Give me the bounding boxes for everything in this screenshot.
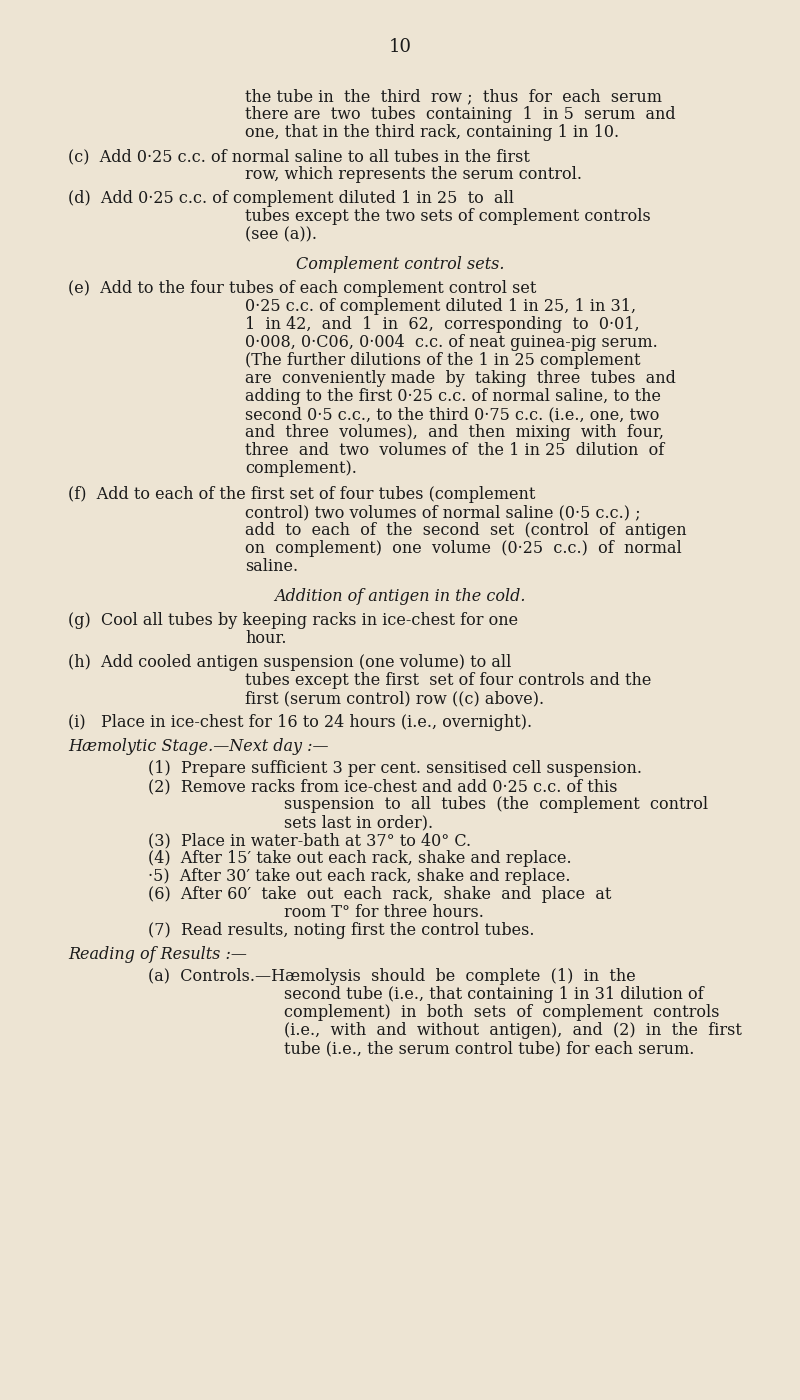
Text: adding to the first 0·25 c.c. of normal saline, to the: adding to the first 0·25 c.c. of normal …	[245, 388, 661, 405]
Text: (4)  After 15′ take out each rack, shake and replace.: (4) After 15′ take out each rack, shake …	[148, 850, 572, 867]
Text: (3)  Place in water-bath at 37° to 40° C.: (3) Place in water-bath at 37° to 40° C.	[148, 832, 471, 848]
Text: (see (a)).: (see (a)).	[245, 225, 317, 244]
Text: (i.e.,  with  and  without  antigen),  and  (2)  in  the  first: (i.e., with and without antigen), and (2…	[284, 1022, 742, 1039]
Text: (h)  Add cooled antigen suspension (one volume) to all: (h) Add cooled antigen suspension (one v…	[68, 654, 511, 671]
Text: 1  in 42,  and  1  in  62,  corresponding  to  0·01,: 1 in 42, and 1 in 62, corresponding to 0…	[245, 316, 640, 333]
Text: hour.: hour.	[245, 630, 286, 647]
Text: (f)  Add to each of the first set of four tubes (complement: (f) Add to each of the first set of four…	[68, 486, 535, 503]
Text: (a)  Controls.—Hæmolysis  should  be  complete  (1)  in  the: (a) Controls.—Hæmolysis should be comple…	[148, 967, 636, 986]
Text: are  conveniently made  by  taking  three  tubes  and: are conveniently made by taking three tu…	[245, 370, 676, 386]
Text: 10: 10	[389, 38, 411, 56]
Text: (The further dilutions of the 1 in 25 complement: (The further dilutions of the 1 in 25 co…	[245, 351, 641, 370]
Text: 0·008, 0·C06, 0·004  c.c. of neat guinea-pig serum.: 0·008, 0·C06, 0·004 c.c. of neat guinea-…	[245, 335, 658, 351]
Text: second 0·5 c.c., to the third 0·75 c.c. (i.e., one, two: second 0·5 c.c., to the third 0·75 c.c. …	[245, 406, 659, 423]
Text: Hæmolytic Stage.—Next day :—: Hæmolytic Stage.—Next day :—	[68, 738, 329, 755]
Text: (e)  Add to the four tubes of each complement control set: (e) Add to the four tubes of each comple…	[68, 280, 536, 297]
Text: Addition of antigen in the cold.: Addition of antigen in the cold.	[274, 588, 526, 605]
Text: second tube (i.e., that containing 1 in 31 dilution of: second tube (i.e., that containing 1 in …	[284, 986, 704, 1002]
Text: (6)  After 60′  take  out  each  rack,  shake  and  place  at: (6) After 60′ take out each rack, shake …	[148, 886, 611, 903]
Text: (7)  Read results, noting first the control tubes.: (7) Read results, noting first the contr…	[148, 923, 534, 939]
Text: control) two volumes of normal saline (0·5 c.c.) ;: control) two volumes of normal saline (0…	[245, 504, 641, 521]
Text: tubes except the first  set of four controls and the: tubes except the first set of four contr…	[245, 672, 651, 689]
Text: add  to  each  of  the  second  set  (control  of  antigen: add to each of the second set (control o…	[245, 522, 686, 539]
Text: tube (i.e., the serum control tube) for each serum.: tube (i.e., the serum control tube) for …	[284, 1040, 694, 1057]
Text: saline.: saline.	[245, 559, 298, 575]
Text: (d)  Add 0·25 c.c. of complement diluted 1 in 25  to  all: (d) Add 0·25 c.c. of complement diluted …	[68, 190, 514, 207]
Text: sets last in order).: sets last in order).	[284, 813, 433, 832]
Text: (g)  Cool all tubes by keeping racks in ice-chest for one: (g) Cool all tubes by keeping racks in i…	[68, 612, 518, 629]
Text: row, which represents the serum control.: row, which represents the serum control.	[245, 167, 582, 183]
Text: complement)  in  both  sets  of  complement  controls: complement) in both sets of complement c…	[284, 1004, 719, 1021]
Text: room T° for three hours.: room T° for three hours.	[284, 904, 484, 921]
Text: complement).: complement).	[245, 461, 357, 477]
Text: suspension  to  all  tubes  (the  complement  control: suspension to all tubes (the complement …	[284, 797, 708, 813]
Text: three  and  two  volumes of  the 1 in 25  dilution  of: three and two volumes of the 1 in 25 dil…	[245, 442, 664, 459]
Text: and  three  volumes),  and  then  mixing  with  four,: and three volumes), and then mixing with…	[245, 424, 664, 441]
Text: (c)  Add 0·25 c.c. of normal saline to all tubes in the first: (c) Add 0·25 c.c. of normal saline to al…	[68, 148, 530, 165]
Text: there are  two  tubes  containing  1  in 5  serum  and: there are two tubes containing 1 in 5 se…	[245, 106, 676, 123]
Text: 0·25 c.c. of complement diluted 1 in 25, 1 in 31,: 0·25 c.c. of complement diluted 1 in 25,…	[245, 298, 636, 315]
Text: (2)  Remove racks from ice-chest and add 0·25 c.c. of this: (2) Remove racks from ice-chest and add …	[148, 778, 618, 795]
Text: Complement control sets.: Complement control sets.	[296, 256, 504, 273]
Text: on  complement)  one  volume  (0·25  c.c.)  of  normal: on complement) one volume (0·25 c.c.) of…	[245, 540, 682, 557]
Text: Reading of Results :—: Reading of Results :—	[68, 946, 247, 963]
Text: first (serum control) row ((c) above).: first (serum control) row ((c) above).	[245, 690, 544, 707]
Text: the tube in  the  third  row ;  thus  for  each  serum: the tube in the third row ; thus for eac…	[245, 88, 662, 105]
Text: ·5)  After 30′ take out each rack, shake and replace.: ·5) After 30′ take out each rack, shake …	[148, 868, 570, 885]
Text: one, that in the third rack, containing 1 in 10.: one, that in the third rack, containing …	[245, 125, 619, 141]
Text: (1)  Prepare sufficient 3 per cent. sensitised cell suspension.: (1) Prepare sufficient 3 per cent. sensi…	[148, 760, 642, 777]
Text: tubes except the two sets of complement controls: tubes except the two sets of complement …	[245, 209, 650, 225]
Text: (i)   Place in ice-chest for 16 to 24 hours (i.e., overnight).: (i) Place in ice-chest for 16 to 24 hour…	[68, 714, 532, 731]
